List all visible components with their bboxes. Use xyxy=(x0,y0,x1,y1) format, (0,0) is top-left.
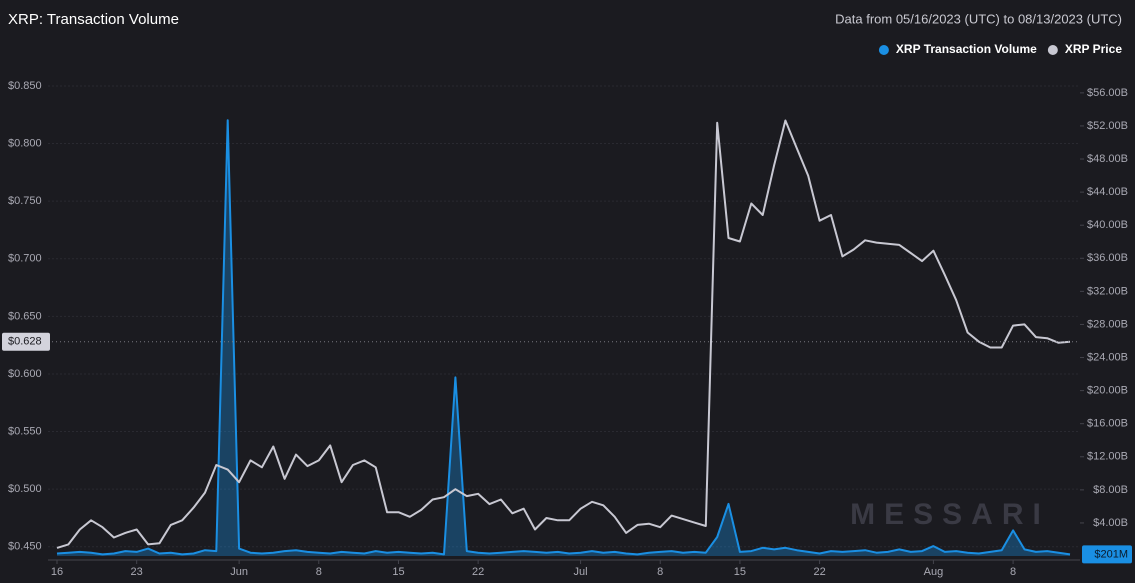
series-line xyxy=(56,119,1071,549)
y2-tick-label: $20.00B xyxy=(1087,385,1128,397)
x-tick-label: 22 xyxy=(472,566,484,578)
price-marker-box xyxy=(2,332,50,351)
chart-title: XRP: Transaction Volume xyxy=(8,11,179,28)
y2-tick-label: $12.00B xyxy=(1087,451,1128,463)
legend-label: XRP Transaction Volume xyxy=(896,42,1037,56)
volume-marker-label: $201M xyxy=(1094,548,1128,560)
watermark: MESSARI xyxy=(850,498,1050,531)
y2-tick-label: $52.00B xyxy=(1087,120,1128,132)
y-tick-label: $0.750 xyxy=(8,195,42,207)
x-tick-label: 8 xyxy=(316,566,322,578)
series-line xyxy=(56,119,1071,556)
y2-tick-label: $40.00B xyxy=(1087,219,1128,231)
y-tick-label: $0.850 xyxy=(8,80,42,92)
y-tick-label: $0.600 xyxy=(8,368,42,380)
x-tick-label: 8 xyxy=(657,566,663,578)
y-tick-label: $0.800 xyxy=(8,137,42,149)
y2-tick-label: $32.00B xyxy=(1087,285,1128,297)
x-tick-label: 15 xyxy=(392,566,404,578)
x-tick-label: 8 xyxy=(1010,566,1016,578)
x-tick-label: Jul xyxy=(574,566,588,578)
y-tick-label: $0.650 xyxy=(8,310,42,322)
y2-tick-label: $24.00B xyxy=(1087,351,1128,363)
x-tick-label: 15 xyxy=(734,566,746,578)
y2-tick-label: $36.00B xyxy=(1087,252,1128,264)
legend-swatch xyxy=(878,45,889,55)
y2-tick-label: $48.00B xyxy=(1087,153,1128,165)
y2-tick-label: $56.00B xyxy=(1087,87,1128,99)
y2-tick-label: $28.00B xyxy=(1087,318,1128,330)
y2-tick-label: $16.00B xyxy=(1087,418,1128,430)
x-tick-label: Aug xyxy=(924,566,944,578)
x-tick-label: 16 xyxy=(51,566,63,578)
y2-tick-label: $4.00B xyxy=(1093,517,1128,529)
x-tick-label: 22 xyxy=(813,566,825,578)
price-marker-label: $0.628 xyxy=(8,336,42,348)
y-tick-label: $0.500 xyxy=(8,483,42,495)
volume-marker-box xyxy=(1082,545,1132,564)
y2-tick-label: $44.00B xyxy=(1087,186,1128,198)
legend-label: XRP Price xyxy=(1065,42,1122,56)
x-tick-label: 23 xyxy=(131,566,143,578)
y2-tick-label: $8.00B xyxy=(1093,484,1128,496)
legend-swatch xyxy=(1047,45,1058,55)
y-tick-label: $0.700 xyxy=(8,253,42,265)
x-tick-label: Jun xyxy=(230,566,248,578)
chart-subtitle: Data from 05/16/2023 (UTC) to 08/13/2023… xyxy=(835,11,1122,26)
y-tick-label: $0.550 xyxy=(8,425,42,437)
y-tick-label: $0.450 xyxy=(8,541,42,553)
